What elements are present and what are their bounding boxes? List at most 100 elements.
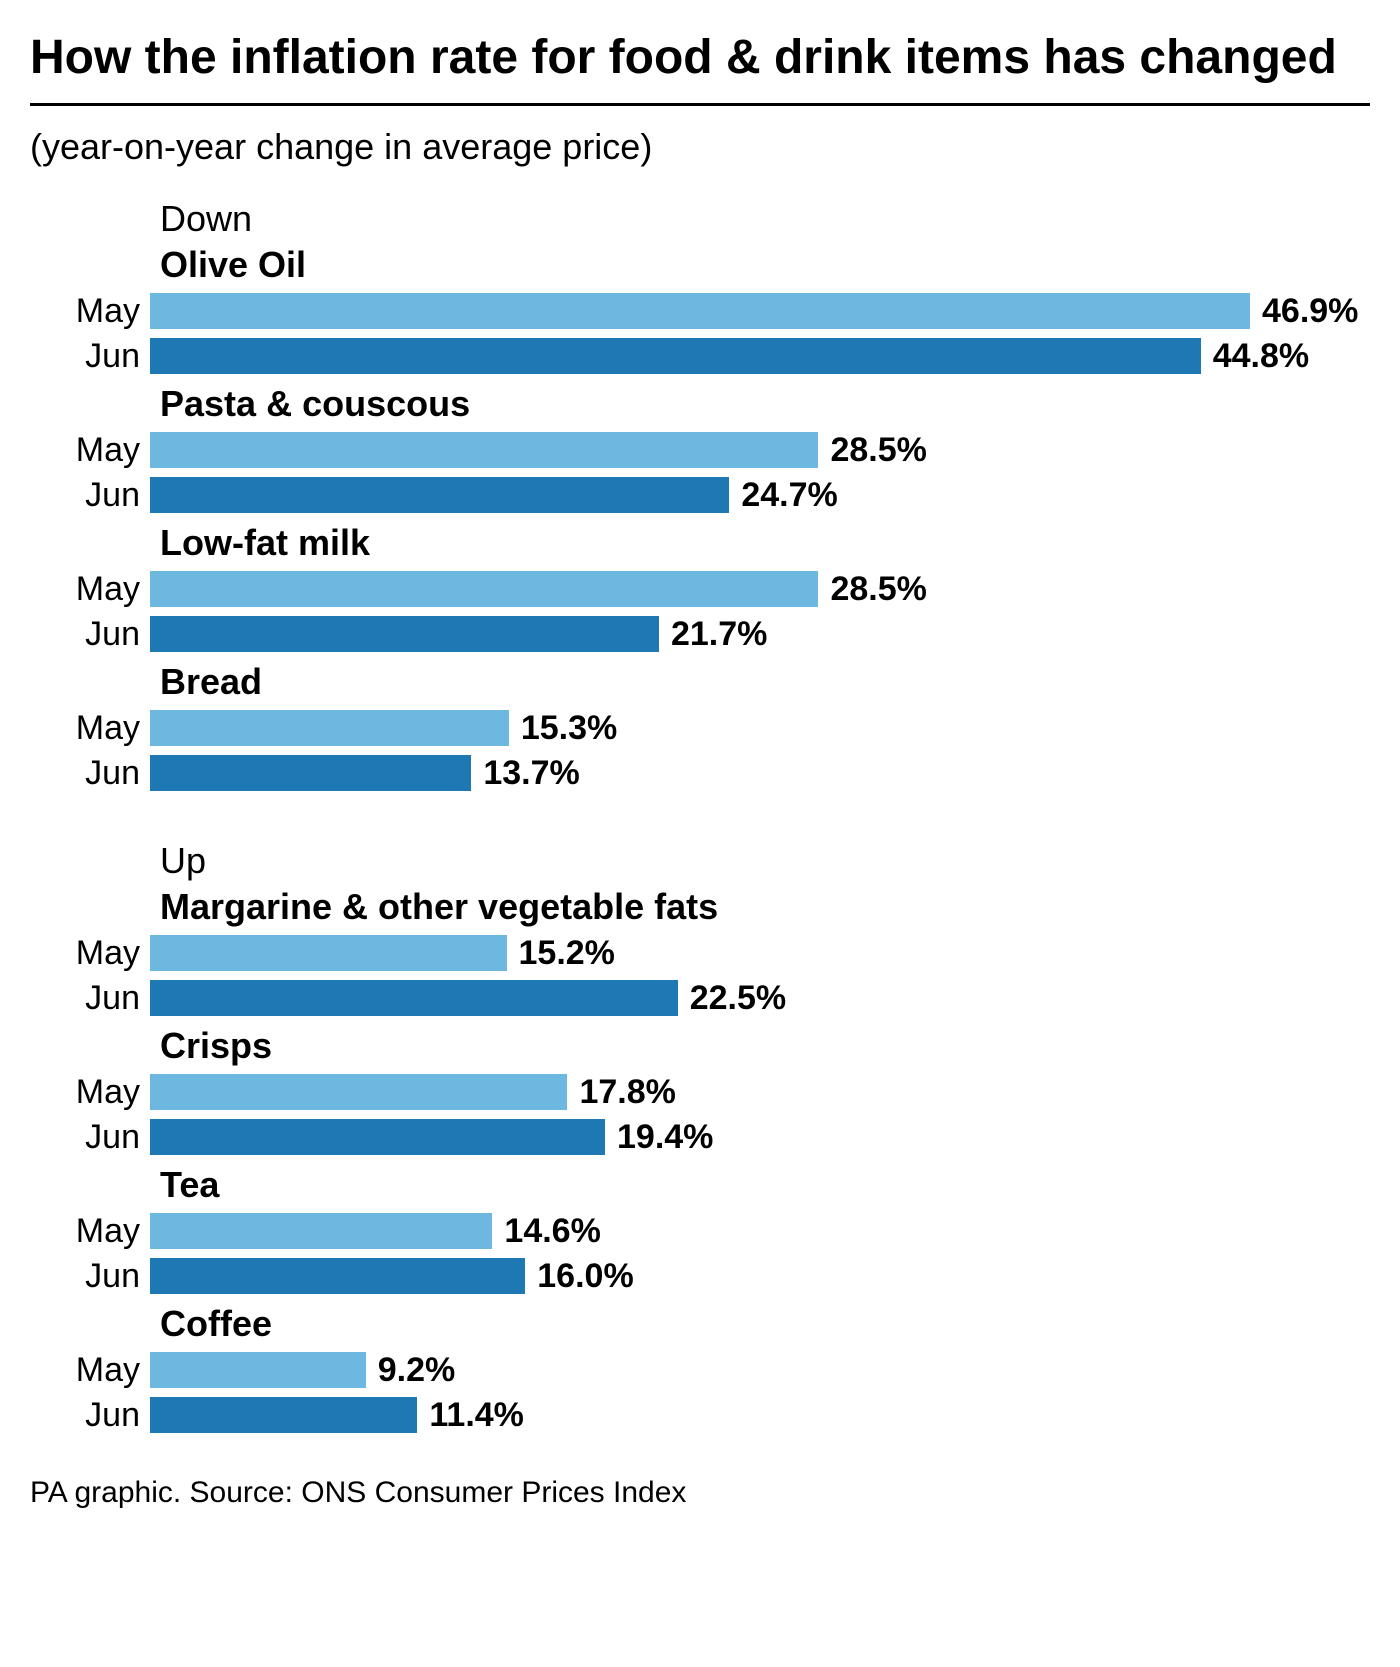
bar-area: 24.7% — [150, 476, 1370, 515]
bar-area: 28.5% — [150, 570, 1370, 609]
chart-item: Olive OilMay46.9%Jun44.8% — [30, 244, 1370, 377]
month-label: May — [30, 431, 150, 470]
month-label: May — [30, 1073, 150, 1112]
value-label: 11.4% — [429, 1396, 524, 1435]
chart-item: Crisps May 17.8% Jun 19.4% — [30, 1025, 1370, 1158]
item-name: Coffee — [160, 1303, 1370, 1345]
value-label: 17.8% — [579, 1073, 675, 1112]
bar-row-jun: Jun 11.4% — [30, 1394, 1370, 1436]
bar-row-may: May 15.2% — [30, 932, 1370, 974]
bar-row-jun: Jun 21.7% — [30, 613, 1370, 655]
bar-area: 9.2% — [150, 1351, 1370, 1390]
bar-row-may: May 17.8% — [30, 1071, 1370, 1113]
bar-area: 17.8% — [150, 1073, 1370, 1112]
month-label: Jun — [30, 754, 150, 793]
value-label: 16.0% — [537, 1257, 633, 1296]
item-name: Tea — [160, 1164, 1370, 1206]
bar — [150, 1352, 366, 1388]
month-label: Jun — [30, 337, 150, 376]
month-label: Jun — [30, 1118, 150, 1157]
title-rule — [30, 103, 1370, 106]
month-label: May — [30, 1212, 150, 1251]
item-name: Bread — [160, 661, 1370, 703]
bar-area: 15.2% — [150, 934, 1370, 973]
bar — [150, 1397, 417, 1433]
bar-area: 14.6% — [150, 1212, 1370, 1251]
bar — [150, 1258, 525, 1294]
item-name: Crisps — [160, 1025, 1370, 1067]
value-label: 21.7% — [671, 615, 767, 654]
bar-area: 13.7% — [150, 754, 1370, 793]
bar-row-jun: Jun22.5% — [30, 977, 1370, 1019]
bar-area: 44.8% — [150, 337, 1370, 376]
bar-row-jun: Jun44.8% — [30, 335, 1370, 377]
chart-item: Bread May 15.3% Jun 13.7% — [30, 661, 1370, 794]
bar-area: 21.7% — [150, 615, 1370, 654]
bar-row-may: May 9.2% — [30, 1349, 1370, 1391]
value-label: 13.7% — [483, 754, 579, 793]
chart-source: PA graphic. Source: ONS Consumer Prices … — [30, 1476, 1370, 1510]
month-label: Jun — [30, 476, 150, 515]
chart-title: How the inflation rate for food & drink … — [30, 30, 1370, 85]
bar-row-jun: Jun 24.7% — [30, 474, 1370, 516]
bar — [150, 1213, 492, 1249]
bar — [150, 432, 818, 468]
section-label: Down — [160, 198, 1370, 240]
month-label: May — [30, 934, 150, 973]
value-label: 19.4% — [617, 1118, 713, 1157]
bar — [150, 1074, 567, 1110]
bar-row-may: May46.9% — [30, 290, 1370, 332]
bar-area: 46.9% — [150, 292, 1370, 331]
month-label: Jun — [30, 1257, 150, 1296]
bar-area: 15.3% — [150, 709, 1370, 748]
month-label: May — [30, 570, 150, 609]
chart-subtitle: (year-on-year change in average price) — [30, 126, 1370, 168]
bar-row-may: May 15.3% — [30, 707, 1370, 749]
chart-area: DownOlive OilMay46.9%Jun44.8%Pasta & cou… — [30, 198, 1370, 1436]
bar — [150, 1119, 605, 1155]
item-name: Low-fat milk — [160, 522, 1370, 564]
bar-row-jun: Jun 16.0% — [30, 1255, 1370, 1297]
bar — [150, 755, 471, 791]
value-label: 24.7% — [741, 476, 837, 515]
value-label: 28.5% — [830, 431, 926, 470]
value-label: 9.2% — [378, 1351, 456, 1390]
bar — [150, 338, 1201, 374]
chart-item: Margarine & other vegetable fats May 15.2%… — [30, 886, 1370, 1019]
section-gap — [30, 800, 1370, 830]
bar-row-may: May 28.5% — [30, 429, 1370, 471]
value-label: 15.2% — [519, 934, 615, 973]
bar-area: 28.5% — [150, 431, 1370, 470]
bar-area: 11.4% — [150, 1396, 1370, 1435]
section-label: Up — [160, 840, 1370, 882]
chart-item: Tea May 14.6% Jun 16.0% — [30, 1164, 1370, 1297]
value-label: 28.5% — [830, 570, 926, 609]
chart-item: Pasta & couscousMay28.5%Jun24.7% — [30, 383, 1370, 516]
month-label: Jun — [30, 615, 150, 654]
month-label: May — [30, 292, 150, 331]
bar — [150, 477, 729, 513]
bar-row-may: May 28.5% — [30, 568, 1370, 610]
month-label: May — [30, 1351, 150, 1390]
bar-row-jun: Jun 19.4% — [30, 1116, 1370, 1158]
item-name: Olive Oil — [160, 244, 1370, 286]
bar-area: 16.0% — [150, 1257, 1370, 1296]
bar — [150, 571, 818, 607]
value-label: 14.6% — [504, 1212, 600, 1251]
chart-item: Low-fat milk May 28.5% Jun 21.7% — [30, 522, 1370, 655]
bar — [150, 293, 1250, 329]
bar-area: 22.5% — [150, 979, 1370, 1018]
bar-row-may: May 14.6% — [30, 1210, 1370, 1252]
bar — [150, 935, 507, 971]
month-label: May — [30, 709, 150, 748]
bar — [150, 710, 509, 746]
bar — [150, 980, 678, 1016]
month-label: Jun — [30, 1396, 150, 1435]
bar-row-jun: Jun 13.7% — [30, 752, 1370, 794]
chart-item: Coffee May 9.2% Jun 11.4% — [30, 1303, 1370, 1436]
bar — [150, 616, 659, 652]
bar-area: 19.4% — [150, 1118, 1370, 1157]
item-name: Margarine & other vegetable fats — [160, 886, 1370, 928]
month-label: Jun — [30, 979, 150, 1018]
value-label: 15.3% — [521, 709, 617, 748]
